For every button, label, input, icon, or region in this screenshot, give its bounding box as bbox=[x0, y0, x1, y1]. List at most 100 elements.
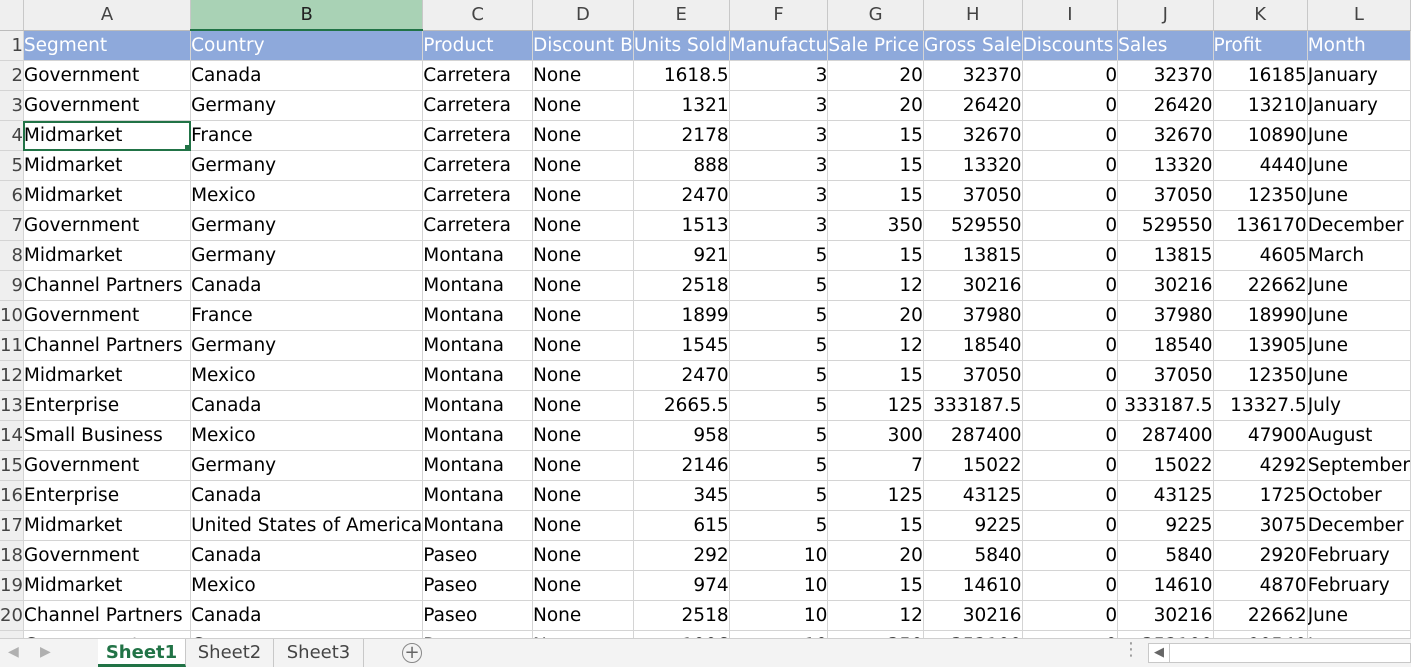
column-header-c[interactable]: C bbox=[422, 0, 534, 31]
cell-c18[interactable]: Paseo bbox=[422, 540, 534, 571]
cell-g15[interactable]: 7 bbox=[827, 450, 924, 481]
cell-a11[interactable]: Channel Partners bbox=[23, 330, 192, 361]
cell-b16[interactable]: Canada bbox=[190, 480, 424, 511]
cell-h11[interactable]: 18540 bbox=[923, 330, 1023, 361]
cell-f8[interactable]: 5 bbox=[729, 240, 829, 271]
cell-c11[interactable]: Montana bbox=[422, 330, 534, 361]
column-header-j[interactable]: J bbox=[1117, 0, 1214, 31]
row-number[interactable]: 19 bbox=[0, 570, 24, 601]
column-title-cell[interactable]: Sales bbox=[1117, 30, 1214, 61]
cell-k16[interactable]: 1725 bbox=[1213, 480, 1308, 511]
cell-g13[interactable]: 125 bbox=[827, 390, 924, 421]
cell-k19[interactable]: 4870 bbox=[1213, 570, 1308, 601]
cell-h10[interactable]: 37980 bbox=[923, 300, 1023, 331]
column-header-h[interactable]: H bbox=[923, 0, 1023, 31]
row-number[interactable]: 2 bbox=[0, 60, 24, 91]
cell-l16[interactable]: October bbox=[1307, 480, 1411, 511]
cell-a14[interactable]: Small Business bbox=[23, 420, 192, 451]
cell-e4[interactable]: 2178 bbox=[633, 120, 730, 151]
cell-l15[interactable]: September bbox=[1307, 450, 1411, 481]
cell-f11[interactable]: 5 bbox=[729, 330, 829, 361]
cell-e9[interactable]: 2518 bbox=[633, 270, 730, 301]
cell-i10[interactable]: 0 bbox=[1022, 300, 1119, 331]
cell-c9[interactable]: Montana bbox=[422, 270, 534, 301]
cell-j17[interactable]: 9225 bbox=[1117, 510, 1214, 541]
row-number[interactable]: 9 bbox=[0, 270, 24, 301]
row-number[interactable]: 5 bbox=[0, 150, 24, 181]
cell-e14[interactable]: 958 bbox=[633, 420, 730, 451]
cell-g18[interactable]: 20 bbox=[827, 540, 924, 571]
column-header-l[interactable]: L bbox=[1307, 0, 1411, 31]
cell-a10[interactable]: Government bbox=[23, 300, 192, 331]
cell-d6[interactable]: None bbox=[532, 180, 634, 211]
cell-a8[interactable]: Midmarket bbox=[23, 240, 192, 271]
column-header-b[interactable]: B bbox=[190, 0, 424, 31]
cell-f16[interactable]: 5 bbox=[729, 480, 829, 511]
cell-b20[interactable]: Canada bbox=[190, 600, 424, 631]
cell-d13[interactable]: None bbox=[532, 390, 634, 421]
cell-f3[interactable]: 3 bbox=[729, 90, 829, 121]
cell-c4[interactable]: Carretera bbox=[422, 120, 534, 151]
cell-c7[interactable]: Carretera bbox=[422, 210, 534, 241]
cell-f4[interactable]: 3 bbox=[729, 120, 829, 151]
row-number[interactable]: 8 bbox=[0, 240, 24, 271]
cell-d15[interactable]: None bbox=[532, 450, 634, 481]
cell-k10[interactable]: 18990 bbox=[1213, 300, 1308, 331]
cell-h3[interactable]: 26420 bbox=[923, 90, 1023, 121]
cell-k6[interactable]: 12350 bbox=[1213, 180, 1308, 211]
row-number[interactable]: 21 bbox=[0, 630, 24, 638]
row-number[interactable]: 20 bbox=[0, 600, 24, 631]
row-number[interactable]: 17 bbox=[0, 510, 24, 541]
row-number[interactable]: 13 bbox=[0, 390, 24, 421]
cell-j19[interactable]: 14610 bbox=[1117, 570, 1214, 601]
cell-j21[interactable]: 352100 bbox=[1117, 630, 1214, 638]
cell-e15[interactable]: 2146 bbox=[633, 450, 730, 481]
cell-e13[interactable]: 2665.5 bbox=[633, 390, 730, 421]
cell-l9[interactable]: June bbox=[1307, 270, 1411, 301]
cell-e20[interactable]: 2518 bbox=[633, 600, 730, 631]
cell-c20[interactable]: Paseo bbox=[422, 600, 534, 631]
cell-l6[interactable]: June bbox=[1307, 180, 1411, 211]
column-title-cell[interactable]: Units Sold bbox=[633, 30, 730, 61]
cell-f18[interactable]: 10 bbox=[729, 540, 829, 571]
cell-e19[interactable]: 974 bbox=[633, 570, 730, 601]
cell-b21[interactable]: Germany bbox=[190, 630, 424, 638]
cell-g6[interactable]: 15 bbox=[827, 180, 924, 211]
row-number[interactable]: 15 bbox=[0, 450, 24, 481]
cell-d16[interactable]: None bbox=[532, 480, 634, 511]
cell-b19[interactable]: Mexico bbox=[190, 570, 424, 601]
cell-j7[interactable]: 529550 bbox=[1117, 210, 1214, 241]
cell-c12[interactable]: Montana bbox=[422, 360, 534, 391]
row-number[interactable]: 18 bbox=[0, 540, 24, 571]
cell-c8[interactable]: Montana bbox=[422, 240, 534, 271]
cell-l21[interactable]: June bbox=[1307, 630, 1411, 638]
cell-i11[interactable]: 0 bbox=[1022, 330, 1119, 361]
cell-a16[interactable]: Enterprise bbox=[23, 480, 192, 511]
cell-b10[interactable]: France bbox=[190, 300, 424, 331]
cell-g4[interactable]: 15 bbox=[827, 120, 924, 151]
cell-e12[interactable]: 2470 bbox=[633, 360, 730, 391]
cell-f12[interactable]: 5 bbox=[729, 360, 829, 391]
column-title-cell[interactable]: Month bbox=[1307, 30, 1411, 61]
column-header-a[interactable]: A bbox=[23, 0, 192, 31]
cell-f20[interactable]: 10 bbox=[729, 600, 829, 631]
cell-c13[interactable]: Montana bbox=[422, 390, 534, 421]
cell-g9[interactable]: 12 bbox=[827, 270, 924, 301]
cell-k21[interactable]: 90540 bbox=[1213, 630, 1308, 638]
tab-sheet2[interactable]: Sheet2 bbox=[186, 639, 274, 667]
cell-g2[interactable]: 20 bbox=[827, 60, 924, 91]
column-header-f[interactable]: F bbox=[729, 0, 829, 31]
tab-sheet1[interactable]: Sheet1 bbox=[98, 639, 186, 667]
cell-i17[interactable]: 0 bbox=[1022, 510, 1119, 541]
cell-h6[interactable]: 37050 bbox=[923, 180, 1023, 211]
cell-g16[interactable]: 125 bbox=[827, 480, 924, 511]
cell-j6[interactable]: 37050 bbox=[1117, 180, 1214, 211]
cell-a15[interactable]: Government bbox=[23, 450, 192, 481]
cell-b3[interactable]: Germany bbox=[190, 90, 424, 121]
cell-d9[interactable]: None bbox=[532, 270, 634, 301]
cell-d19[interactable]: None bbox=[532, 570, 634, 601]
cell-e21[interactable]: 1006 bbox=[633, 630, 730, 638]
cell-j3[interactable]: 26420 bbox=[1117, 90, 1214, 121]
cell-b4[interactable]: France bbox=[190, 120, 424, 151]
cell-h19[interactable]: 14610 bbox=[923, 570, 1023, 601]
